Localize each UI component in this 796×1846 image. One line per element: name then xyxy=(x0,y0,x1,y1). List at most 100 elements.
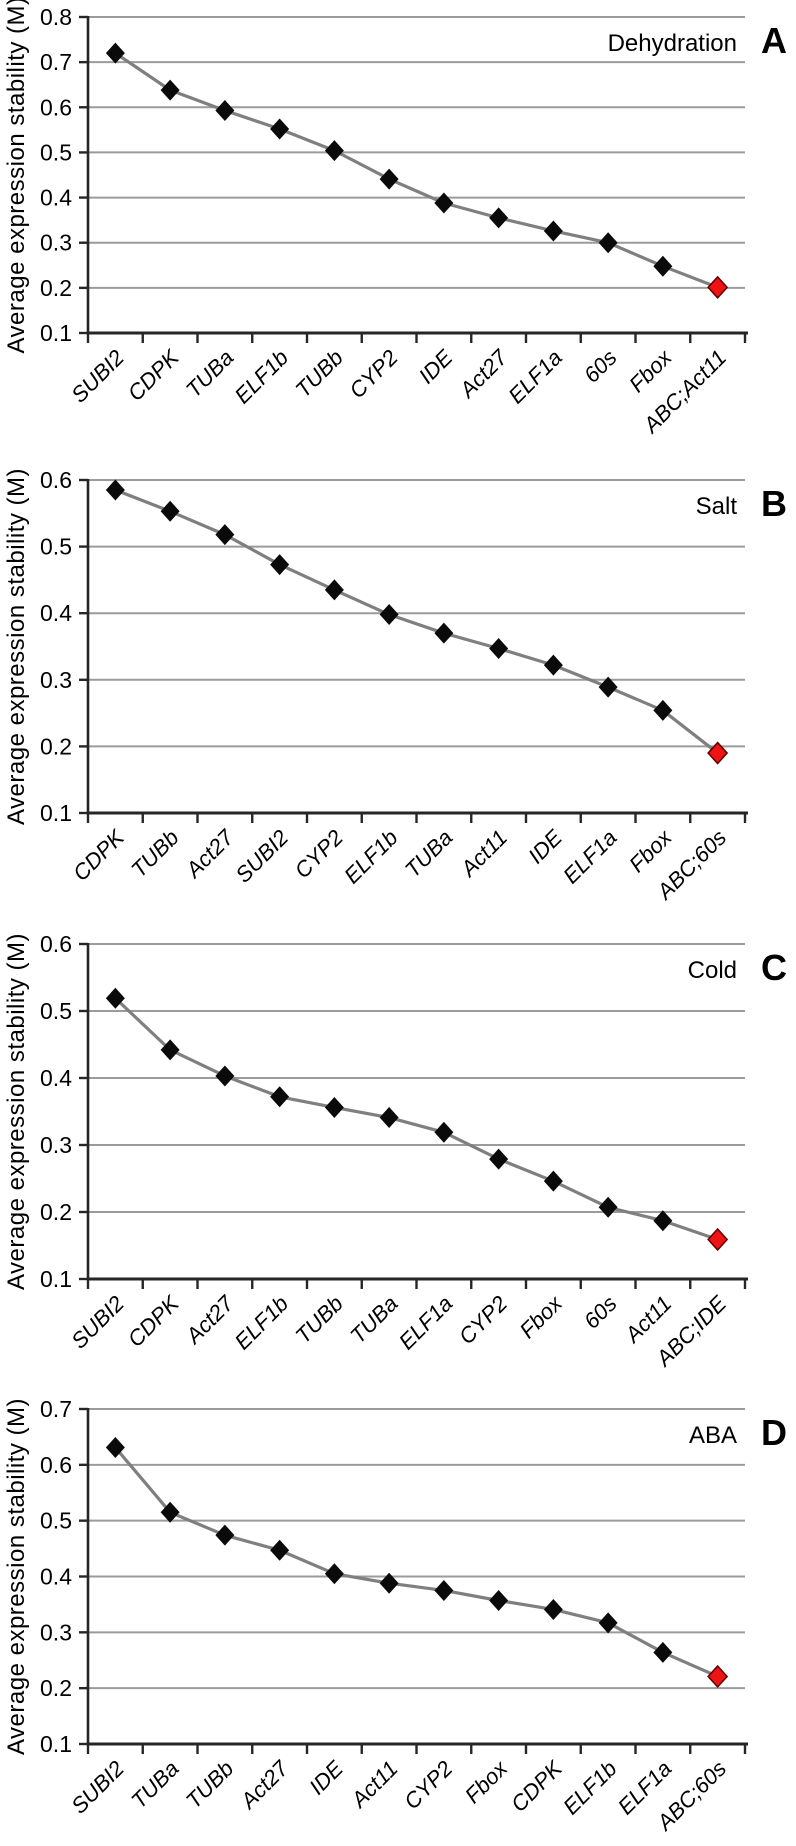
x-category-label: SUBI2 xyxy=(66,1756,129,1819)
x-category-label: TUBa xyxy=(345,1291,402,1348)
data-point xyxy=(598,1196,618,1218)
y-axis-title: Average expression stability (M) xyxy=(3,468,30,825)
x-category-label: CDPK xyxy=(68,824,130,886)
x-category-label: Fbox xyxy=(515,1290,568,1343)
y-axis-title: Average expression stability (M) xyxy=(3,1398,30,1755)
y-tick-label: 0.5 xyxy=(40,998,72,1024)
x-category-label: CYP2 xyxy=(344,345,402,403)
x-category-label: Fbox xyxy=(460,1755,513,1808)
x-category-label: CYP2 xyxy=(399,1756,457,1814)
condition-label: Dehydration xyxy=(608,30,737,57)
y-tick-label: 0.7 xyxy=(40,49,72,75)
x-category-label: Act11 xyxy=(454,825,512,883)
data-point xyxy=(160,1501,180,1523)
data-point xyxy=(434,192,454,214)
y-tick-label: 0.1 xyxy=(40,800,72,826)
y-tick-label: 0.8 xyxy=(40,4,72,30)
data-point xyxy=(105,42,125,64)
x-category-label: Act11 xyxy=(345,1756,403,1814)
x-category-label: 60s xyxy=(579,1291,622,1334)
data-line xyxy=(113,488,720,755)
data-line xyxy=(113,996,720,1242)
data-point xyxy=(379,168,399,190)
x-category-label: ELF1a xyxy=(558,825,622,889)
data-point xyxy=(379,1107,399,1129)
data-point xyxy=(324,140,344,162)
y-tick-label: 0.1 xyxy=(40,1731,72,1757)
x-category-label: TUBa xyxy=(181,345,238,402)
condition-label: Salt xyxy=(696,493,738,520)
x-category-label: CYP2 xyxy=(454,1291,512,1349)
x-category-label: TUBa xyxy=(400,825,457,882)
y-tick-label: 0.3 xyxy=(40,1132,72,1158)
data-point xyxy=(653,1641,673,1663)
panel-b-salt: 0.1 0.2 0.3 0.4 0.5 0.6 CDPKTUBbAct27SUBI2CYP2… xyxy=(3,467,787,905)
x-category-label: IDE xyxy=(414,345,458,389)
panel-a-dehydration: 0.10.20.30.40.50.60.70.8SUBI2CDPKTUBaELF… xyxy=(3,0,787,439)
condition-label: Cold xyxy=(688,957,737,984)
data-point xyxy=(215,99,235,121)
data-point xyxy=(105,479,125,501)
highlighted-data-point xyxy=(707,741,729,765)
y-tick-label: 0.1 xyxy=(40,320,72,346)
data-line xyxy=(113,51,720,290)
data-point xyxy=(270,1086,290,1108)
data-point xyxy=(215,1524,235,1546)
panel-letter: D xyxy=(761,1412,787,1453)
y-tick-label: 0.6 xyxy=(40,467,72,493)
panel-letter: A xyxy=(761,20,787,61)
x-category-label: 60s xyxy=(579,345,622,388)
data-point xyxy=(489,207,509,229)
data-point xyxy=(489,637,509,659)
data-point xyxy=(543,220,563,242)
data-point xyxy=(489,1590,509,1612)
y-tick-label: 0.2 xyxy=(40,1675,72,1701)
data-point xyxy=(489,1148,509,1170)
y-tick-label: 0.7 xyxy=(40,1396,72,1422)
y-tick-label: 0.6 xyxy=(40,94,72,120)
x-category-label: IDE xyxy=(523,825,567,869)
data-line xyxy=(113,1445,720,1679)
y-tick-label: 0.5 xyxy=(40,534,72,560)
x-category-label: SUBI2 xyxy=(231,825,294,888)
data-point xyxy=(653,699,673,721)
data-point xyxy=(324,1096,344,1118)
data-point xyxy=(270,118,290,140)
y-tick-label: 0.3 xyxy=(40,667,72,693)
y-tick-label: 0.6 xyxy=(40,1452,72,1478)
data-point xyxy=(653,1210,673,1232)
y-tick-label: 0.4 xyxy=(40,600,72,626)
highlighted-data-point xyxy=(707,1664,729,1689)
panel-c-cold: 0.10.20.30.40.50.6SUBI2CDPKAct27ELF1bTUB… xyxy=(3,931,787,1372)
y-tick-label: 0.4 xyxy=(40,1065,72,1091)
data-point xyxy=(434,1121,454,1143)
data-point xyxy=(653,255,673,277)
data-point xyxy=(160,1039,180,1061)
y-tick-label: 0.5 xyxy=(40,139,72,165)
highlighted-data-point xyxy=(707,275,729,300)
data-point xyxy=(434,622,454,644)
x-category-label: TUBb xyxy=(181,1756,238,1813)
y-tick-label: 0.6 xyxy=(40,931,72,957)
data-point xyxy=(543,1170,563,1192)
x-category-label: Act27 xyxy=(453,344,512,403)
data-point xyxy=(270,554,290,576)
y-tick-label: 0.4 xyxy=(40,185,72,211)
data-point xyxy=(598,232,618,254)
data-point xyxy=(324,1563,344,1585)
y-tick-label: 0.2 xyxy=(40,1199,72,1225)
y-tick-label: 0.3 xyxy=(40,230,72,256)
data-point xyxy=(105,1437,125,1459)
x-category-label: ELF1b xyxy=(230,345,294,409)
x-category-label: ELF1b xyxy=(339,825,403,889)
x-category-label: ELF1b xyxy=(230,1291,294,1355)
x-category-label: ELF1a xyxy=(394,1291,458,1355)
highlighted-data-point xyxy=(707,1227,729,1252)
x-category-label: SUBI2 xyxy=(66,1291,129,1354)
data-point xyxy=(434,1579,454,1601)
x-category-label: CDPK xyxy=(123,1290,185,1352)
x-category-label: CYP2 xyxy=(290,825,348,883)
x-category-label: ELF1b xyxy=(558,1756,622,1820)
